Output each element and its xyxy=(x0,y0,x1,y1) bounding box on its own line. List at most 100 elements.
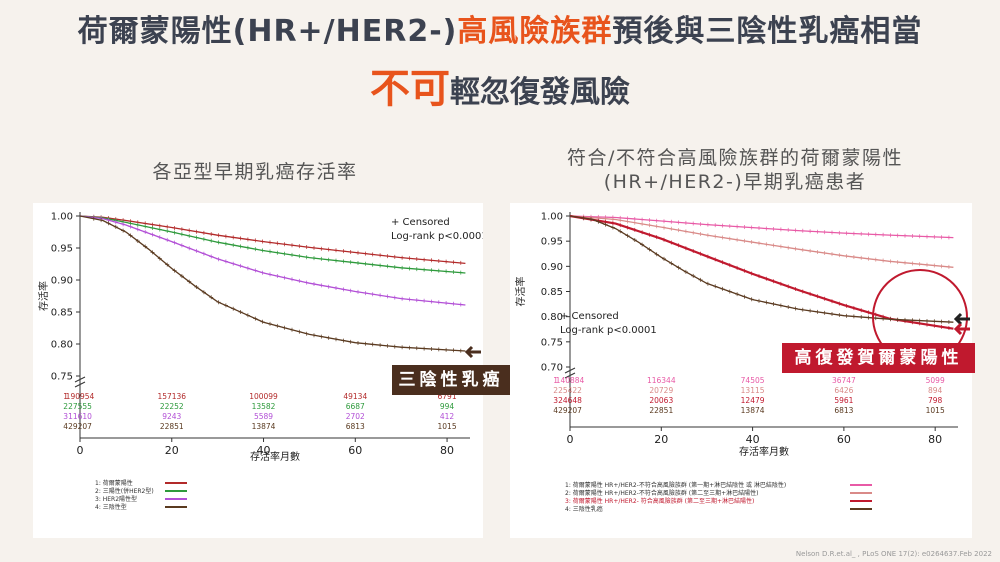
censor-mark xyxy=(925,234,929,239)
y-tick-label: 0.80 xyxy=(541,312,563,323)
censor-mark xyxy=(253,316,258,321)
censor-mark xyxy=(830,299,834,304)
censor-mark xyxy=(113,220,118,225)
censor-mark xyxy=(245,313,250,318)
logrank-note: Log-rank p<0.0001 xyxy=(560,325,657,336)
censor-mark xyxy=(654,235,659,240)
censor-mark xyxy=(348,288,353,293)
censor-mark xyxy=(458,270,463,275)
censor-mark xyxy=(778,303,783,308)
censor-mark xyxy=(407,256,412,261)
censor-mark xyxy=(290,327,294,332)
censor-mark xyxy=(822,251,827,255)
censor-mark xyxy=(312,282,316,286)
censor-mark xyxy=(414,257,419,261)
censor-mark xyxy=(610,221,615,226)
censor-mark xyxy=(778,227,783,232)
censor-mark xyxy=(851,314,856,319)
censor-mark xyxy=(844,313,849,318)
legend-label: 2: 三陽性(併HER2型) xyxy=(95,487,154,495)
censor-mark xyxy=(910,318,915,323)
censor-mark xyxy=(866,310,871,315)
censor-mark xyxy=(757,226,761,230)
x-tick-label: 20 xyxy=(165,444,179,457)
censor-mark xyxy=(150,232,155,237)
censor-mark xyxy=(735,292,740,297)
censor-mark xyxy=(771,243,776,248)
censor-mark xyxy=(216,257,221,262)
arrow-icon xyxy=(464,345,481,359)
censor-mark xyxy=(356,289,360,294)
risk-table-cell: 116344 xyxy=(647,376,676,385)
censor-mark xyxy=(326,247,331,252)
censor-mark xyxy=(903,260,907,265)
censor-mark xyxy=(662,256,666,261)
risk-table-cell: 36747 xyxy=(832,376,856,385)
censor-mark xyxy=(253,238,258,243)
right-chart-subtitle: 符合/不符合高風險族群的荷爾蒙陽性 (HR+/HER2-)早期乳癌患者 xyxy=(540,146,930,194)
censor-mark xyxy=(121,228,126,233)
censor-mark xyxy=(414,298,419,303)
censor-mark xyxy=(363,341,368,346)
censor-mark xyxy=(903,233,907,238)
censor-mark xyxy=(808,248,813,253)
title-part-d: 輕忽復發風險 xyxy=(450,75,630,110)
censor-mark xyxy=(632,217,637,221)
censor-mark xyxy=(844,254,849,259)
censor-mark xyxy=(341,259,346,264)
censor-mark xyxy=(669,261,674,266)
title-warning: 不可 xyxy=(370,66,450,112)
censor-mark xyxy=(407,345,412,350)
censor-mark xyxy=(179,227,184,232)
risk-row-index: 4 xyxy=(63,422,68,431)
censor-mark xyxy=(910,261,915,266)
censor-mark xyxy=(873,312,878,317)
risk-table-cell: 13115 xyxy=(741,386,765,395)
title-part-c: 預後與三陰性乳癌相當 xyxy=(612,14,923,49)
risk-table-cell: 5099 xyxy=(926,376,945,385)
censor-mark xyxy=(348,339,353,344)
censor-mark xyxy=(436,347,441,352)
y-tick-label: 0.85 xyxy=(541,287,563,298)
y-tick-label: 0.90 xyxy=(51,276,73,287)
censor-mark xyxy=(786,305,791,309)
censor-mark xyxy=(422,267,427,272)
censor-mark xyxy=(742,225,747,229)
censor-mark xyxy=(392,344,397,349)
x-tick-label: 40 xyxy=(746,433,760,446)
censor-mark xyxy=(312,245,316,250)
risk-table-cell: 13582 xyxy=(252,402,276,411)
censor-mark xyxy=(800,307,805,312)
legend-label: 1: 荷爾蒙陽性 xyxy=(95,479,133,487)
censor-mark xyxy=(260,319,265,324)
censor-mark xyxy=(231,306,236,311)
risk-table-cell: 29207 xyxy=(558,406,582,415)
arrow-icon xyxy=(953,322,970,336)
risk-table-cell: 6687 xyxy=(346,402,365,411)
censor-mark xyxy=(282,275,287,280)
censor-mark xyxy=(808,308,813,313)
censor-mark xyxy=(764,300,769,305)
censor-mark xyxy=(713,234,718,239)
censor-mark xyxy=(793,287,798,291)
censor-mark xyxy=(742,294,747,299)
x-tick-label: 80 xyxy=(440,444,454,457)
y-tick-label: 0.95 xyxy=(541,237,563,248)
censor-mark xyxy=(165,262,170,267)
censor-mark xyxy=(290,277,294,282)
risk-table-cell: 2702 xyxy=(346,412,365,421)
censor-mark xyxy=(625,233,630,238)
risk-table-cell: 27555 xyxy=(68,402,92,411)
censor-mark xyxy=(238,310,243,314)
censor-mark xyxy=(793,228,798,233)
censor-mark xyxy=(326,284,331,289)
censor-mark xyxy=(245,266,250,271)
censor-mark xyxy=(223,241,228,246)
censor-mark xyxy=(400,255,405,260)
censor-mark xyxy=(939,319,944,324)
censor-mark xyxy=(735,237,740,242)
censor-mark xyxy=(735,265,740,270)
censor-mark xyxy=(873,232,878,237)
censor-mark xyxy=(800,289,805,294)
risk-table-cell: 157136 xyxy=(157,392,186,401)
